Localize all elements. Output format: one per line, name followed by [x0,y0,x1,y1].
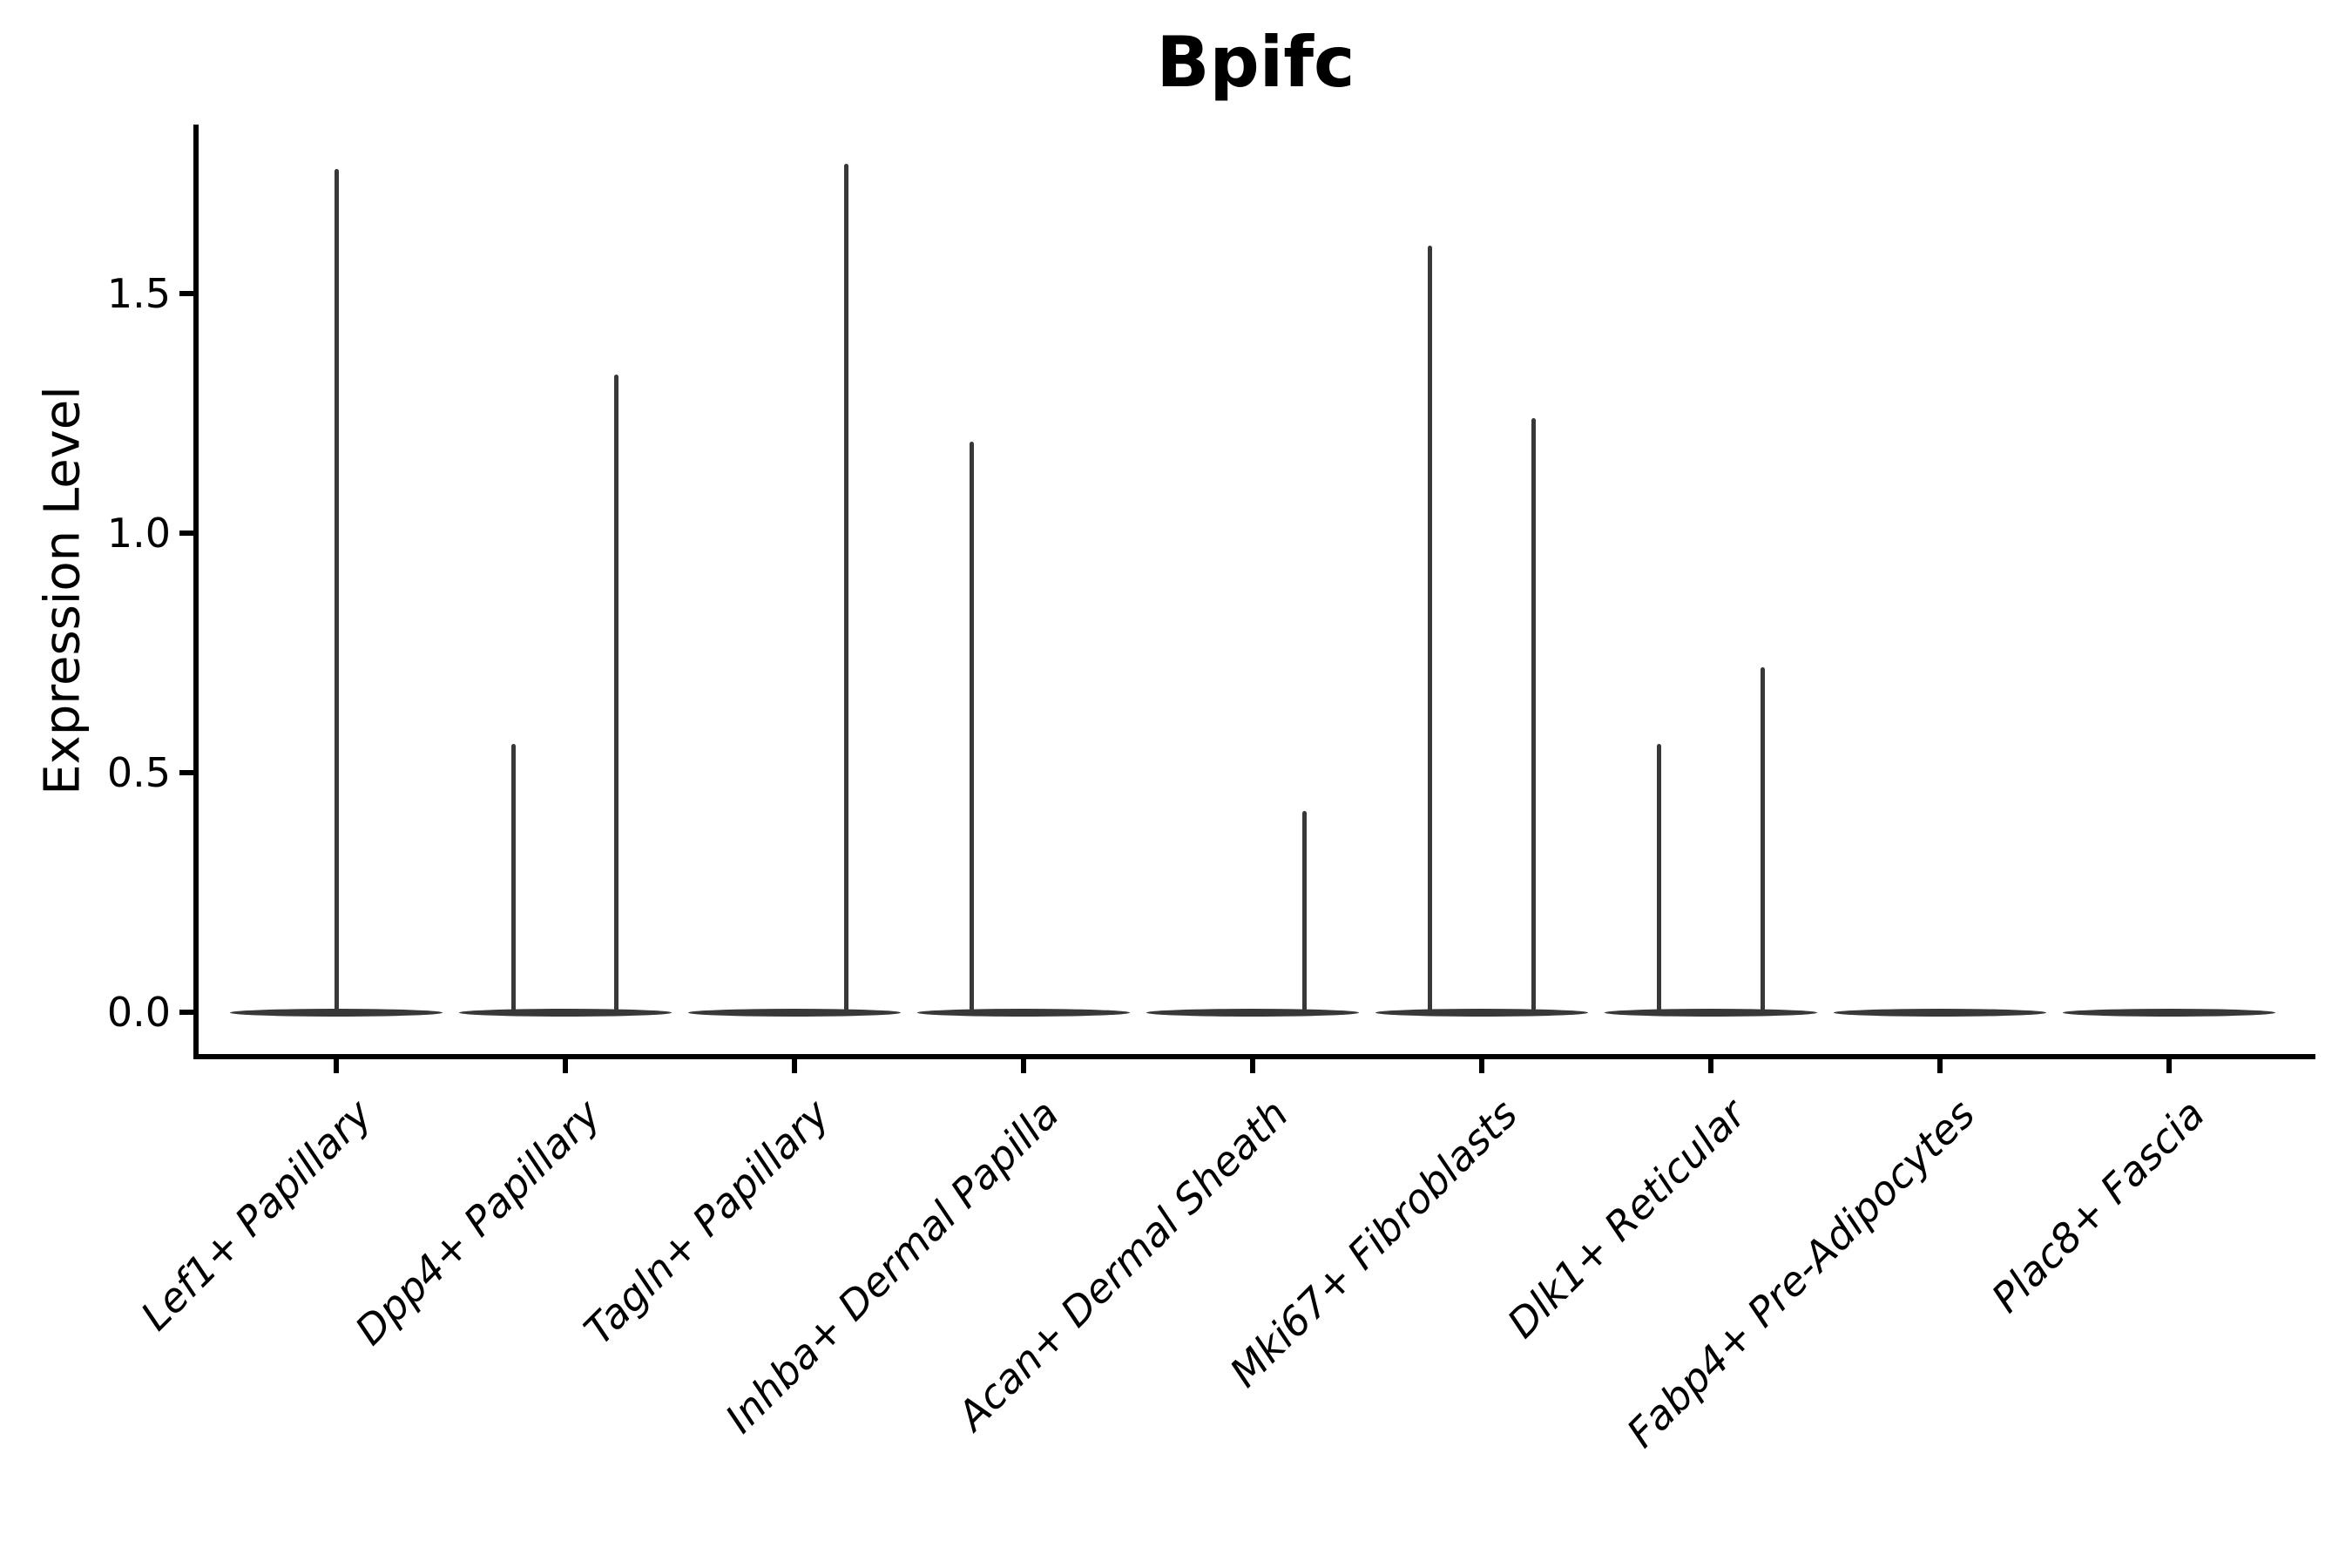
y-tick [179,291,193,296]
chart-title: Bpifc [1156,22,1355,103]
x-axis-spine [193,1054,2315,1059]
violin-spike [844,164,848,1012]
y-tick [179,531,193,536]
x-tick-label: Plac8+ Fascia [1982,1090,2213,1321]
violin-spike [335,169,339,1012]
violin-body [1834,1009,2046,1017]
y-tick-label: 0.5 [106,749,171,796]
y-tick-label: 0.0 [106,989,171,1036]
violin-body [230,1009,443,1017]
violin-spike [1302,811,1307,1012]
violin-body [1146,1009,1359,1017]
x-tick-label: Dpp4+ Papillary [346,1090,610,1355]
x-tick [1479,1059,1484,1073]
y-axis-spine [193,125,199,1059]
x-tick [1250,1059,1255,1073]
violin-body [688,1009,901,1017]
violin-spike [1428,246,1432,1012]
x-tick [792,1059,797,1073]
violin-body [917,1009,1130,1017]
y-tick [179,770,193,775]
y-tick-label: 1.5 [106,270,171,317]
violin-body [2063,1009,2275,1017]
x-tick-label: Tagln+ Papillary [575,1090,839,1354]
violin-spike [970,442,974,1012]
violin-spike [511,744,516,1012]
x-tick [563,1059,568,1073]
violin-body [459,1009,672,1017]
x-tick [2166,1059,2172,1073]
x-tick-label: Lef1+ Papillary [131,1090,381,1340]
x-tick [1937,1059,1943,1073]
violin-body [1605,1009,1817,1017]
y-tick [179,1010,193,1015]
violin-spike [614,375,618,1012]
violin-body [1375,1009,1588,1017]
violin-spike [1531,418,1536,1012]
x-tick [1708,1059,1713,1073]
violin-spike [1761,667,1765,1012]
x-tick-label: Dlk1+ Reticular [1498,1090,1755,1348]
x-tick [334,1059,339,1073]
x-tick [1021,1059,1026,1073]
violin-spike [1657,744,1661,1012]
y-axis-label: Expression Level [34,386,91,795]
y-tick-label: 1.0 [106,510,171,557]
